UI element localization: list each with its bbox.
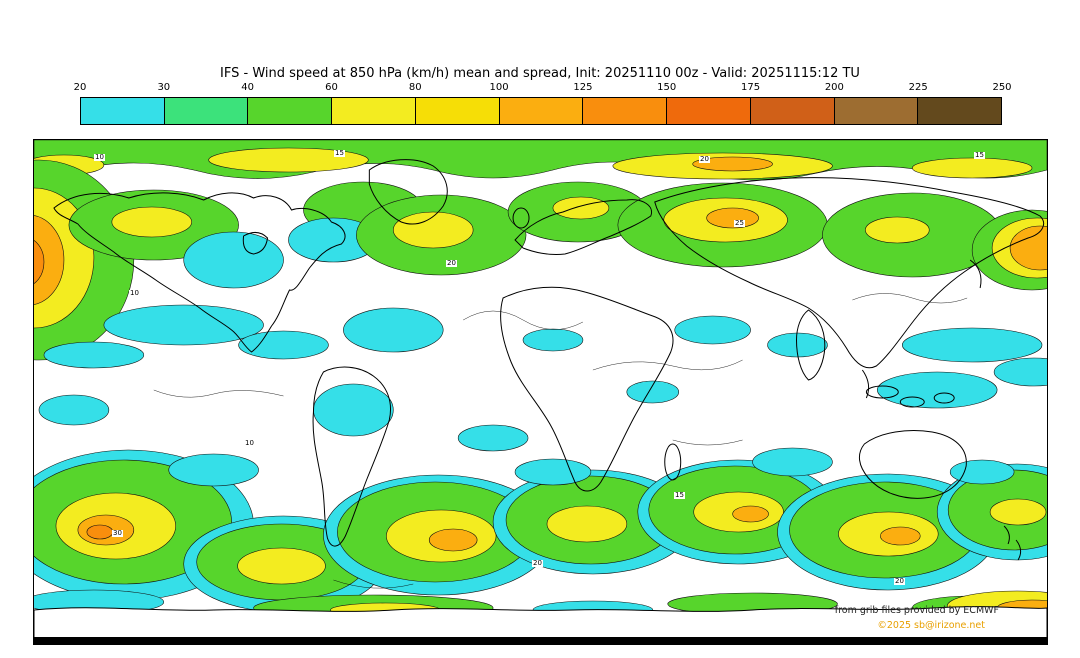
colorbar-tick: 125 (573, 82, 593, 93)
colorbar-tick: 40 (241, 82, 254, 93)
contour-label: 20 (699, 155, 710, 163)
colorbar-segment (583, 98, 668, 124)
colorbar-segment (332, 98, 416, 124)
contour-label: 20 (894, 577, 905, 585)
colorbar-tick: 200 (824, 82, 844, 93)
colorbar-segment (81, 98, 165, 124)
colorbar-segment (918, 98, 1002, 124)
contour-label: 15 (334, 149, 345, 157)
colorbar-tick: 225 (908, 82, 928, 93)
colorbar-segment (415, 98, 500, 124)
world-wind-map: 10 15 20 15 10 20 25 10 20 30 15 20 from… (33, 139, 1048, 645)
colorbar-segment (667, 98, 751, 124)
colorbar-tick: 80 (408, 82, 422, 93)
contour-label: 15 (974, 151, 985, 159)
colorbar-segment (248, 98, 333, 124)
colorbar-tick: 150 (657, 82, 677, 93)
chart-title: IFS - Wind speed at 850 hPa (km/h) mean … (220, 66, 860, 81)
colorbar-segment (834, 98, 919, 124)
colorbar-tick: 30 (157, 82, 171, 93)
colorbar-segment (164, 98, 249, 124)
contour-label: 20 (532, 559, 543, 567)
attribution-source: from grib files provided by ECMWF (834, 605, 999, 616)
attribution-copyright: ©2025 sb@irizone.net (877, 620, 985, 631)
contour-label: 25 (734, 219, 745, 227)
contour-label: 10 (129, 289, 140, 297)
colorbar-segment (499, 98, 584, 124)
wind-field-map (34, 140, 1047, 644)
colorbar-tick: 60 (325, 82, 338, 93)
colorbar: 20 30 40 60 80 100 125 150 175 200 225 250 (74, 82, 1012, 125)
contour-label: 10 (244, 439, 255, 447)
colorbar-segment (750, 98, 835, 124)
colorbar-tick: 100 (489, 82, 509, 93)
contour-label: 10 (94, 153, 105, 161)
colorbar-tick: 250 (992, 82, 1012, 93)
colorbar-tick: 20 (73, 82, 87, 93)
colorbar-tick-labels: 20 30 40 60 80 100 125 150 175 200 225 250 (74, 82, 1012, 96)
contour-label: 15 (674, 491, 685, 499)
colorbar-tick: 175 (740, 82, 761, 93)
contour-label: 30 (112, 529, 123, 537)
contour-label: 20 (446, 259, 457, 267)
colorbar-scale (80, 97, 1002, 125)
